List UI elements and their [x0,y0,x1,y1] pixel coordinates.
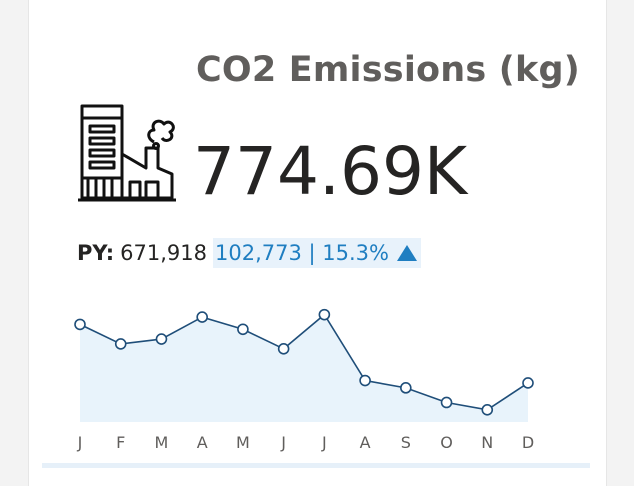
card-bottom-divider [42,463,590,468]
py-label: PY: [77,241,115,265]
x-tick-label: D [522,433,534,452]
sparkline-point[interactable] [237,323,249,336]
x-tick-label: M [236,433,250,452]
x-tick-label: F [116,433,125,452]
x-tick-label: J [77,433,83,452]
sparkline-area [80,314,528,422]
x-tick-label: O [440,433,453,452]
sparkline-point[interactable] [277,342,290,355]
card-title: CO2 Emissions (kg) [196,50,580,90]
sparkline-point[interactable] [522,377,534,389]
triangle-up-icon [397,245,417,261]
x-tick-label: M [155,433,169,452]
delta-badge: 102,773 | 15.3% [213,238,421,268]
factory-icon [78,104,176,202]
sparkline-point[interactable] [318,308,331,321]
sparkline-point[interactable] [155,333,168,345]
x-tick-label: S [401,433,411,452]
x-tick-label: J [321,433,327,452]
x-tick-label: N [481,433,493,452]
sparkline-point[interactable] [440,396,453,409]
sparkline-point[interactable] [359,374,371,387]
sparkline-point[interactable] [481,404,494,416]
kpi-value: 774.69K [193,133,468,210]
sparkline-series-line [79,313,529,411]
sparkline-point[interactable] [74,318,86,331]
prior-year-row: PY: 671,918 102,773 | 15.3% [77,238,421,268]
x-tick-label: J [280,433,286,452]
sparkline-point[interactable] [114,338,127,350]
sparkline-point[interactable] [196,311,208,323]
sparkline-point[interactable] [400,382,412,394]
delta-text: 102,773 | 15.3% [215,241,389,265]
py-value: 671,918 [120,241,208,265]
x-tick-label: A [197,433,208,452]
x-tick-label: A [360,433,371,452]
